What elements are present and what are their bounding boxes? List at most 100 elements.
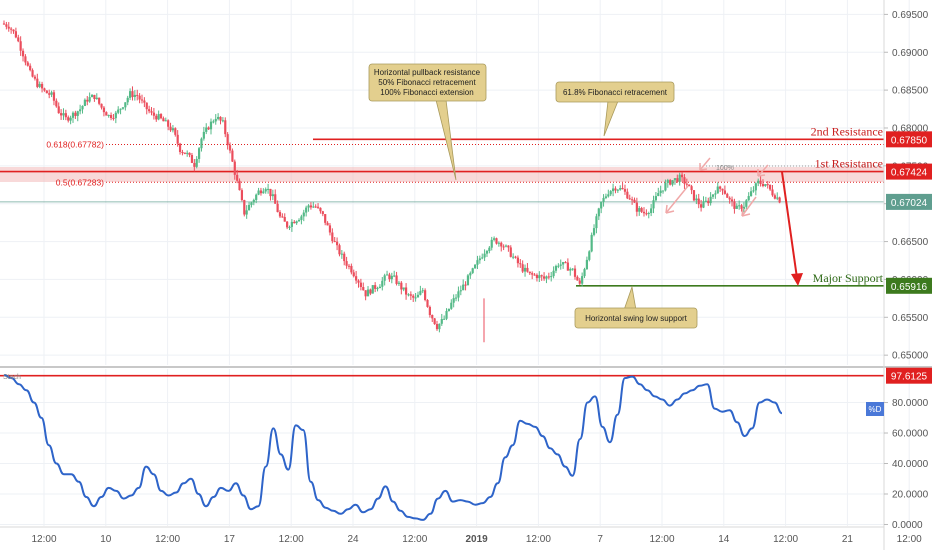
first-resistance-tag <box>886 163 932 180</box>
candle-body <box>476 260 479 265</box>
candle-body <box>438 323 441 330</box>
candle-body <box>381 280 384 287</box>
candle-body <box>152 112 155 116</box>
stochastic-tick-label: 0.0000 <box>892 520 923 531</box>
candle-body <box>509 247 512 257</box>
grid-layer <box>0 0 910 526</box>
projection-arrow <box>781 171 803 286</box>
candle-body <box>388 274 391 280</box>
price-tick-label: 0.69500 <box>892 10 929 21</box>
candle-body <box>626 191 629 199</box>
candle-body <box>730 199 734 202</box>
candle-body <box>188 152 191 156</box>
candle-body <box>74 112 77 116</box>
candle-body <box>671 180 674 185</box>
candle-body <box>93 94 96 100</box>
candle-body <box>585 259 589 270</box>
candle-body <box>321 211 324 215</box>
candle-body <box>742 206 746 209</box>
candle-body <box>19 41 22 51</box>
candle-body <box>573 268 577 277</box>
candle-body <box>121 107 125 109</box>
candle-body <box>247 204 251 211</box>
candle-body <box>352 272 355 277</box>
candle-body <box>454 297 458 299</box>
candle-body <box>328 225 332 233</box>
candle-body <box>81 105 84 110</box>
candle-body <box>390 275 393 280</box>
candle-body <box>554 265 558 271</box>
time-tick-label: 12:00 <box>402 534 427 545</box>
candle-body <box>24 56 27 63</box>
candle-body <box>107 115 110 117</box>
candle-body <box>164 120 167 122</box>
candle-body <box>252 199 255 203</box>
candle-body <box>347 265 351 267</box>
candle-body <box>673 178 677 181</box>
candle-body <box>281 216 284 218</box>
candle-body <box>343 253 346 262</box>
candle-body <box>357 280 360 283</box>
candle-body <box>435 324 439 330</box>
candle-body <box>138 95 141 100</box>
candle-body <box>540 275 543 277</box>
candle-body <box>236 174 239 181</box>
candle-body <box>278 212 282 217</box>
candle-body <box>79 109 82 112</box>
callout-swing-low: Horizontal swing low support <box>574 285 698 329</box>
candle-body <box>262 191 265 194</box>
candle-body <box>90 94 94 98</box>
candle-body <box>14 31 17 38</box>
candle-body <box>614 188 617 191</box>
candle-body <box>31 70 34 77</box>
candle-body <box>295 221 298 224</box>
current-price-tag-text: 0.67024 <box>891 198 928 209</box>
candle-body <box>245 210 248 215</box>
candle-body <box>409 294 412 296</box>
candle-body <box>493 238 496 240</box>
candle-body <box>266 188 270 190</box>
time-tick-label: 12:00 <box>279 534 304 545</box>
candle-body <box>67 117 70 121</box>
candle-body <box>288 226 291 228</box>
candle-body <box>290 221 293 227</box>
time-tick-label: 21 <box>842 534 854 545</box>
candle-body <box>769 184 772 190</box>
stochastic-tick-label: 60.0000 <box>892 429 929 440</box>
stochastic-line <box>3 374 783 521</box>
candle-body <box>276 203 279 213</box>
candle-body <box>385 274 389 276</box>
major-support-tag-text: 0.65916 <box>891 282 928 293</box>
candle-body <box>124 102 127 108</box>
candle-body <box>264 189 267 192</box>
candle-body <box>12 29 15 32</box>
candle-body <box>521 264 524 272</box>
candle-body <box>395 275 398 284</box>
candle-body <box>695 198 698 201</box>
time-tick-label: 17 <box>224 534 236 545</box>
candle-body <box>98 97 101 104</box>
candle-body <box>592 228 596 235</box>
candle-body <box>647 213 650 215</box>
candle-body <box>117 109 120 113</box>
candle-body <box>676 178 679 182</box>
candle-body <box>193 162 196 167</box>
candle-body <box>528 271 531 274</box>
candle-body <box>581 276 584 284</box>
candle-body <box>471 268 474 273</box>
candle-body <box>757 180 760 184</box>
candle-body <box>569 269 572 271</box>
candle-body <box>269 188 272 197</box>
candle-body <box>209 121 213 130</box>
fib-100-label: 100% <box>716 165 734 172</box>
candle-body <box>133 94 136 97</box>
candle-body <box>704 200 707 202</box>
candle-body <box>645 213 648 215</box>
candle-body <box>440 319 443 324</box>
candle-body <box>378 286 382 289</box>
candle-body <box>707 200 710 204</box>
candle-body <box>545 276 548 279</box>
candle-body <box>597 208 600 217</box>
candle-body <box>776 197 779 199</box>
candle-body <box>259 190 263 194</box>
